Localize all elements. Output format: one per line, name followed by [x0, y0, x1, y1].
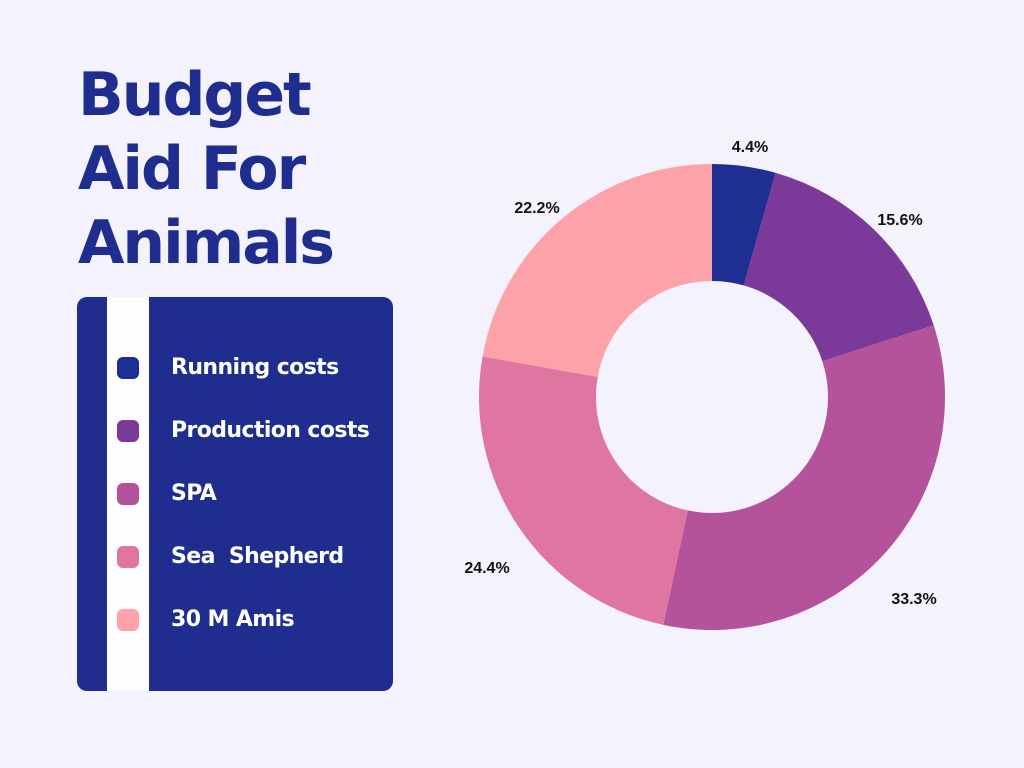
legend-label-spa: SPA [171, 481, 217, 506]
value-label-sea-shepherd: 24.4% [464, 560, 509, 577]
legend-swatch-spa [117, 483, 139, 505]
value-label-spa: 33.3% [891, 591, 936, 608]
value-label-running-costs: 4.4% [732, 139, 768, 156]
slice-30-m-amis [482, 164, 712, 377]
legend-label-running-costs: Running costs [171, 355, 339, 380]
legend-swatch-running-costs [117, 357, 139, 379]
legend: Running costs Production costs SPA Sea S… [77, 297, 393, 691]
title-line-1: Budget [78, 60, 312, 130]
legend-label-sea-shepherd: Sea Shepherd [171, 544, 344, 569]
slice-spa [663, 325, 945, 630]
legend-item-spa: SPA [77, 474, 393, 514]
slice-running-costs [712, 164, 776, 286]
slice-sea-shepherd [478, 356, 688, 625]
legend-item-production-costs: Production costs [77, 411, 393, 451]
legend-label-30-m-amis: 30 M Amis [171, 607, 295, 632]
legend-item-sea-shepherd: Sea Shepherd [77, 537, 393, 577]
title-line-3: Animals [78, 208, 335, 278]
legend-item-30-m-amis: 30 M Amis [77, 600, 393, 640]
title-line-2: Aid For [78, 134, 306, 204]
legend-item-running-costs: Running costs [77, 348, 393, 388]
value-label-production-costs: 15.6% [877, 212, 922, 229]
legend-swatch-production-costs [117, 420, 139, 442]
value-label-30-m-amis: 22.2% [514, 200, 559, 217]
legend-label-production-costs: Production costs [171, 418, 370, 443]
chart-title: Budget Aid For Animals [78, 58, 438, 280]
legend-swatch-30-m-amis [117, 609, 139, 631]
legend-swatch-sea-shepherd [117, 546, 139, 568]
donut-chart: 4.4% 15.6% 33.3% 24.4% 22.2% [464, 139, 945, 630]
slice-production-costs [743, 172, 934, 362]
